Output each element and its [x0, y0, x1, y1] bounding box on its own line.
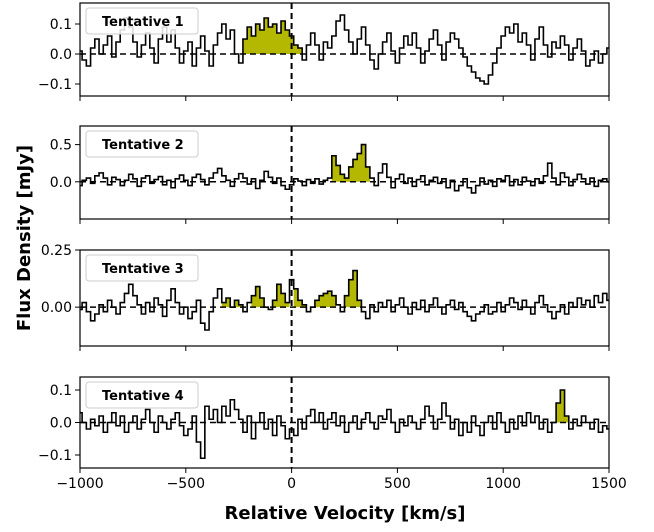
x-tick-label: −1000	[56, 476, 103, 492]
legend-label: Tentative 3	[102, 262, 184, 277]
spectrum-line	[80, 389, 609, 460]
y-tick-label: 0.0	[50, 416, 72, 432]
legend-box	[85, 130, 199, 158]
panel-frame	[79, 249, 610, 347]
y-tick-label: 0.1	[50, 383, 72, 399]
fill-region-1	[242, 18, 303, 54]
y-axis-label: Flux Density [mJy]	[14, 145, 35, 331]
fill-region-1	[556, 390, 569, 423]
legend-label: Tentative 2	[102, 138, 184, 153]
y-tick-label: 0.5	[50, 138, 72, 154]
y-tick-label: 0.00	[41, 300, 72, 316]
spectrum-line	[80, 143, 609, 194]
legend-box	[85, 254, 199, 282]
legend-label: Tentative 1	[102, 15, 184, 30]
y-tick-label: 0.1	[50, 17, 72, 33]
x-tick-label: 1500	[591, 476, 627, 492]
spectrum-line	[80, 269, 609, 331]
panel-1: 0.1 0.0 −0.1 Tentative 1	[38, 2, 610, 101]
y-tick-label: 0.25	[41, 243, 72, 259]
x-tick-label: −500	[167, 476, 205, 492]
x-tick-label: 0	[287, 476, 296, 492]
fill-region-5	[314, 291, 337, 308]
x-tick-label: 1000	[485, 476, 521, 492]
x-tick-label: 500	[384, 476, 411, 492]
fill-region-1	[331, 144, 370, 182]
x-axis-label: Relative Velocity [km/s]	[225, 503, 466, 524]
y-tick-label: −0.1	[38, 448, 72, 464]
legend-label: Tentative 4	[102, 389, 184, 404]
panel-2: 0.5 0.0 Tentative 2	[50, 125, 610, 224]
y-tick-label: 0.0	[50, 47, 72, 63]
spectrum-line	[80, 14, 609, 85]
y-tick-label: 0.0	[50, 175, 72, 191]
legend-box	[85, 381, 199, 409]
panel-frame	[79, 2, 610, 97]
fill-region-2	[251, 286, 265, 308]
panel-4: −1000 −500 0 500 1000 1500 0.1 0.0 −0.1 Tentative…	[38, 376, 627, 492]
legend-box	[85, 7, 199, 35]
panel-frame	[79, 125, 610, 220]
fill-region-4	[293, 288, 307, 308]
panel-3: 0.25 0.00 Tentative 3	[41, 243, 610, 351]
y-tick-label: −0.1	[38, 77, 72, 93]
